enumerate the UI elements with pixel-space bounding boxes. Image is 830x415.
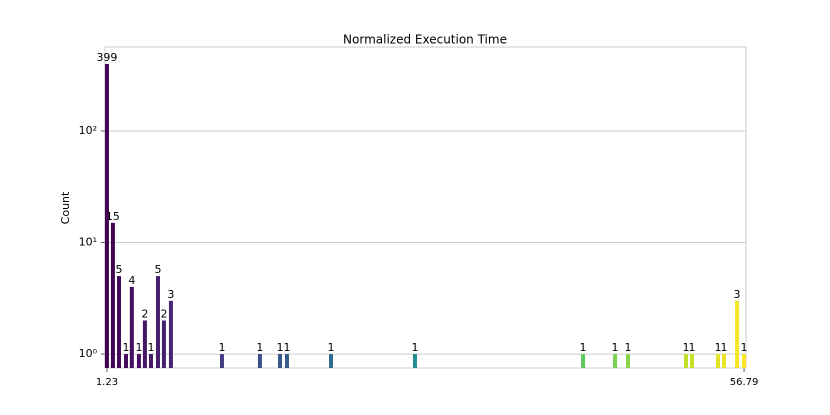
bar	[116, 276, 121, 368]
bar	[148, 354, 153, 368]
bar	[129, 286, 134, 368]
bar	[581, 354, 586, 368]
plot-frame	[104, 46, 747, 369]
value-label: 1	[688, 341, 695, 354]
y-axis-label: Count	[59, 191, 72, 224]
value-label: 1	[715, 341, 722, 354]
value-label: 15	[106, 210, 120, 223]
bar	[155, 276, 160, 368]
value-label: 1	[122, 341, 129, 354]
bar	[104, 63, 109, 368]
bar	[684, 354, 689, 368]
value-label: 1	[580, 341, 587, 354]
bar	[613, 354, 618, 368]
value-label: 2	[141, 307, 148, 320]
value-label: 399	[96, 51, 117, 64]
bar	[123, 354, 128, 368]
bar	[626, 354, 631, 368]
x-tick-label: 1.23	[96, 377, 118, 388]
value-label: 1	[283, 341, 290, 354]
bar	[277, 354, 282, 368]
value-label: 5	[115, 263, 122, 276]
bar	[284, 354, 289, 368]
bar	[721, 354, 726, 368]
y-tick-label: 10⁰	[79, 347, 98, 360]
value-label: 3	[734, 288, 741, 301]
bar	[219, 354, 224, 368]
value-label: 1	[411, 341, 418, 354]
value-label: 1	[683, 341, 690, 354]
bar	[329, 354, 334, 368]
y-tick-label: 10¹	[79, 236, 97, 249]
bar	[161, 320, 166, 368]
bar	[412, 354, 417, 368]
x-tick-label: 56.79	[730, 377, 759, 388]
value-label: 1	[741, 341, 748, 354]
bar	[142, 320, 147, 368]
bar	[257, 354, 262, 368]
value-label: 1	[720, 341, 727, 354]
y-tick-label: 10²	[79, 124, 97, 137]
value-label: 1	[328, 341, 335, 354]
value-label: 1	[218, 341, 225, 354]
value-label: 1	[256, 341, 263, 354]
value-label: 3	[167, 288, 174, 301]
bar	[110, 222, 115, 368]
bar	[168, 300, 173, 368]
bar	[689, 354, 694, 368]
value-label: 2	[160, 307, 167, 320]
value-label: 1	[625, 341, 632, 354]
value-label: 4	[128, 274, 135, 287]
bar	[716, 354, 721, 368]
value-label: 1	[147, 341, 154, 354]
value-label: 1	[135, 341, 142, 354]
value-label: 5	[154, 263, 161, 276]
bar	[735, 300, 740, 368]
value-label: 1	[612, 341, 619, 354]
chart-title: Normalized Execution Time	[343, 33, 507, 47]
bar	[742, 354, 747, 368]
bar	[136, 354, 141, 368]
value-label: 1	[276, 341, 283, 354]
